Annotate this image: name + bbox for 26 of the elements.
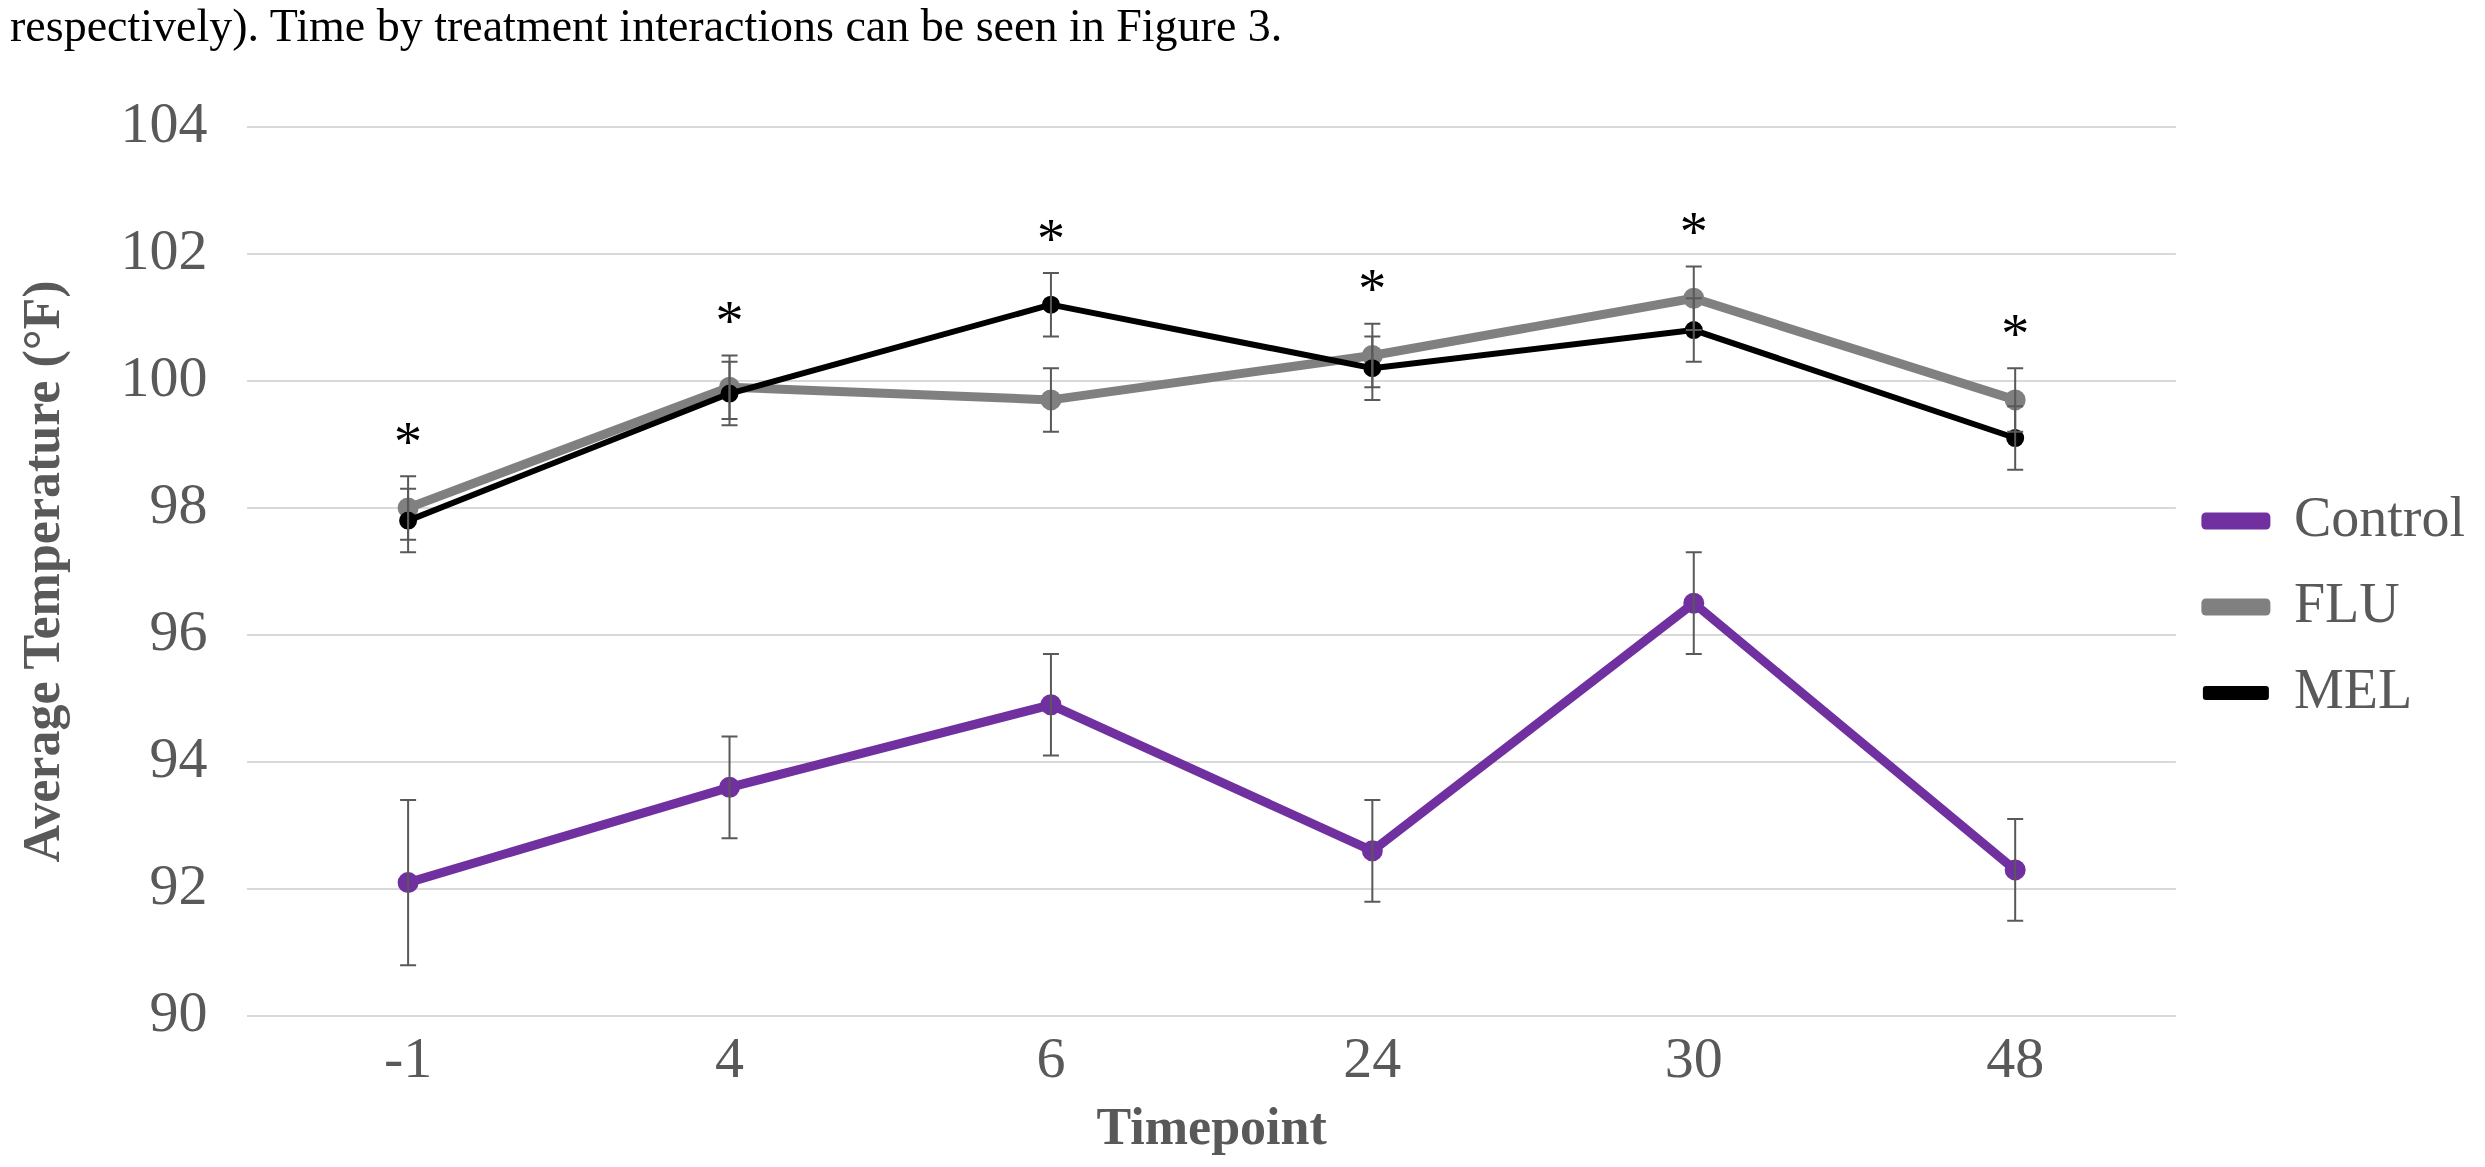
x-axis-title: Timepoint: [1096, 1098, 1328, 1156]
y-tick-label: 102: [120, 217, 208, 283]
y-axis-title: Average Temperature (°F): [12, 280, 71, 863]
y-tick-label: 90: [149, 979, 208, 1045]
annotation: *: [2001, 302, 2030, 365]
text: respectively). Time by treatment interactions can be seen in Figure 3.: [9, 0, 1284, 52]
annotation: *: [715, 290, 744, 353]
y-tick-label: 94: [149, 725, 208, 791]
annotation: *: [1036, 207, 1065, 270]
x-tick-label: 4: [715, 1025, 745, 1091]
y-tick-label: 96: [149, 598, 208, 664]
annotation: *: [1358, 258, 1387, 321]
y-tick-label: 98: [149, 471, 208, 537]
y-tick-label: 100: [120, 344, 208, 410]
x-tick-label: 24: [1343, 1025, 1402, 1091]
x-tick-label: 6: [1036, 1025, 1066, 1091]
legend-label: Control: [2293, 485, 2466, 548]
x-tick-label: 48: [1986, 1025, 2045, 1091]
legend-label: FLU: [2293, 571, 2400, 634]
legend-label: MEL: [2293, 657, 2413, 720]
annotation: *: [394, 410, 423, 473]
x-tick-label: -1: [383, 1025, 433, 1091]
x-tick-label: 30: [1664, 1025, 1723, 1091]
y-tick-label: 104: [120, 90, 208, 156]
y-tick-label: 92: [149, 852, 208, 918]
annotation: *: [1679, 201, 1708, 264]
